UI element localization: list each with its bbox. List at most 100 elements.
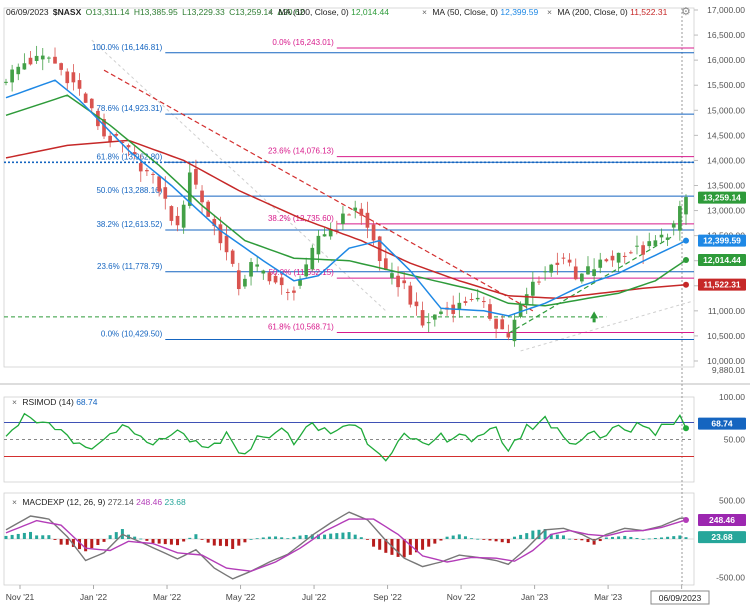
candle-body <box>549 264 554 273</box>
header-high: H13,385.95 <box>133 7 178 17</box>
candle-body <box>475 297 480 300</box>
macd-histogram-bar <box>267 536 271 539</box>
macd-histogram-bar <box>549 533 553 539</box>
candle-body <box>230 250 235 264</box>
macd-histogram-bar <box>176 539 180 546</box>
close-price-tag: 13,259.14 <box>703 193 741 203</box>
macd-histogram-bar <box>653 537 657 539</box>
candle-body <box>610 255 615 261</box>
macd-remove-icon[interactable]: × <box>12 497 17 507</box>
ma50-line <box>5 79 687 317</box>
ma50-legend-label: MA (50, Close, 0) <box>432 7 499 17</box>
candle-body <box>212 218 217 226</box>
macd-histogram-bar <box>684 537 688 539</box>
candle-body <box>298 279 302 286</box>
candle-body <box>616 252 621 263</box>
candle-body <box>543 271 547 273</box>
macd-histogram-bar <box>286 538 290 540</box>
macd-histogram-bar <box>237 539 241 546</box>
price-axis-tick: 15,000.00 <box>707 105 745 115</box>
macd-histogram-bar <box>568 538 572 540</box>
ma100-price-tag: 12,014.44 <box>703 255 741 265</box>
macd-histogram-bar <box>323 534 327 539</box>
ma100-remove-icon[interactable]: × <box>268 7 273 17</box>
price-axis-tick: 13,000.00 <box>707 206 745 216</box>
candle-body <box>59 63 63 70</box>
fib-label: 78.6% (14,923.31) <box>96 104 162 113</box>
candle-body <box>598 259 603 268</box>
macd-histogram-bar <box>519 534 523 539</box>
ma50-remove-icon[interactable]: × <box>422 7 427 17</box>
candle-body <box>420 310 425 326</box>
macd-histogram-bar <box>316 534 320 539</box>
header-change: Δ20.62 <box>277 7 305 17</box>
macd-histogram-bar <box>298 535 302 539</box>
candle-body <box>206 201 210 217</box>
macd-signal-end-dot <box>683 516 689 523</box>
macd-histogram-bar <box>641 539 645 540</box>
x-axis-label: Nov '22 <box>447 592 476 602</box>
ma200-price-tag: 11,522.31 <box>703 280 741 290</box>
candle-body <box>151 173 155 175</box>
macd-histogram-bar <box>396 539 400 557</box>
candle-body <box>482 301 486 303</box>
candle-body <box>439 311 443 314</box>
candle-body <box>573 266 578 280</box>
macd-histogram-bar <box>280 537 284 539</box>
macd-histogram-bar <box>35 535 39 539</box>
macd-histogram-bar <box>463 536 467 539</box>
candle-body <box>255 264 260 267</box>
fib-label: 100.0% (16,146.81) <box>92 43 163 52</box>
macd-histogram-bar <box>255 538 259 540</box>
rsi-remove-icon[interactable]: × <box>12 397 17 407</box>
macd-histogram-bar <box>194 534 198 539</box>
macd-histogram-bar <box>427 539 431 547</box>
x-axis-label: May '22 <box>226 592 256 602</box>
candle-body <box>463 301 468 303</box>
macd-histogram-bar <box>555 534 559 539</box>
ma100-legend-value: 12,014.44 <box>351 7 389 17</box>
ma100-line <box>5 94 687 307</box>
candle-body <box>396 275 400 288</box>
macd-histogram-bar <box>604 537 608 539</box>
candle-body <box>635 245 639 247</box>
macd-axis-tick: 500.00 <box>719 496 745 506</box>
candle-body <box>512 319 517 342</box>
candle-body <box>622 255 627 257</box>
candle-body <box>383 258 388 271</box>
macd-histogram-bar <box>90 539 94 549</box>
chart-settings-icon[interactable]: ⚙ <box>681 6 691 18</box>
trendline-grey-1 <box>91 39 387 312</box>
macd-histogram-bar <box>29 531 33 539</box>
candle-body <box>10 69 14 83</box>
macd-histogram-bar <box>292 536 296 539</box>
macd-histogram-bar <box>574 539 578 540</box>
macd-histogram-bar <box>512 536 516 539</box>
candle-body <box>261 270 266 274</box>
candle-body <box>653 240 658 246</box>
macd-histogram-bar <box>439 539 443 541</box>
macd-legend-label: MACDEXP (12, 26, 9) <box>22 497 106 507</box>
candle-body <box>678 206 682 231</box>
ma50-legend: × MA (50, Close, 0) 12,399.59 <box>422 7 538 17</box>
candle-body <box>34 55 39 61</box>
candle-body <box>304 264 309 277</box>
macd-histogram-bar <box>457 534 461 539</box>
macd-histogram-bar <box>482 539 486 540</box>
candle-body <box>169 206 174 221</box>
candle-body <box>273 275 278 283</box>
header-symbol: $NASX <box>52 7 82 17</box>
candle-body <box>218 224 223 244</box>
candle-body <box>114 133 119 136</box>
candle-body <box>641 245 645 255</box>
macd-histogram-bar <box>537 529 541 539</box>
ma200-price-tag-bg <box>698 278 746 291</box>
macd-histogram-bar <box>139 538 143 540</box>
candle-body <box>65 71 70 84</box>
candle-body <box>659 234 664 238</box>
macd-histogram-bar <box>384 539 388 553</box>
macd-histogram-bar <box>188 537 192 539</box>
macd-histogram-bar <box>274 536 278 539</box>
ma200-remove-icon[interactable]: × <box>547 7 552 17</box>
candle-body <box>157 176 161 192</box>
